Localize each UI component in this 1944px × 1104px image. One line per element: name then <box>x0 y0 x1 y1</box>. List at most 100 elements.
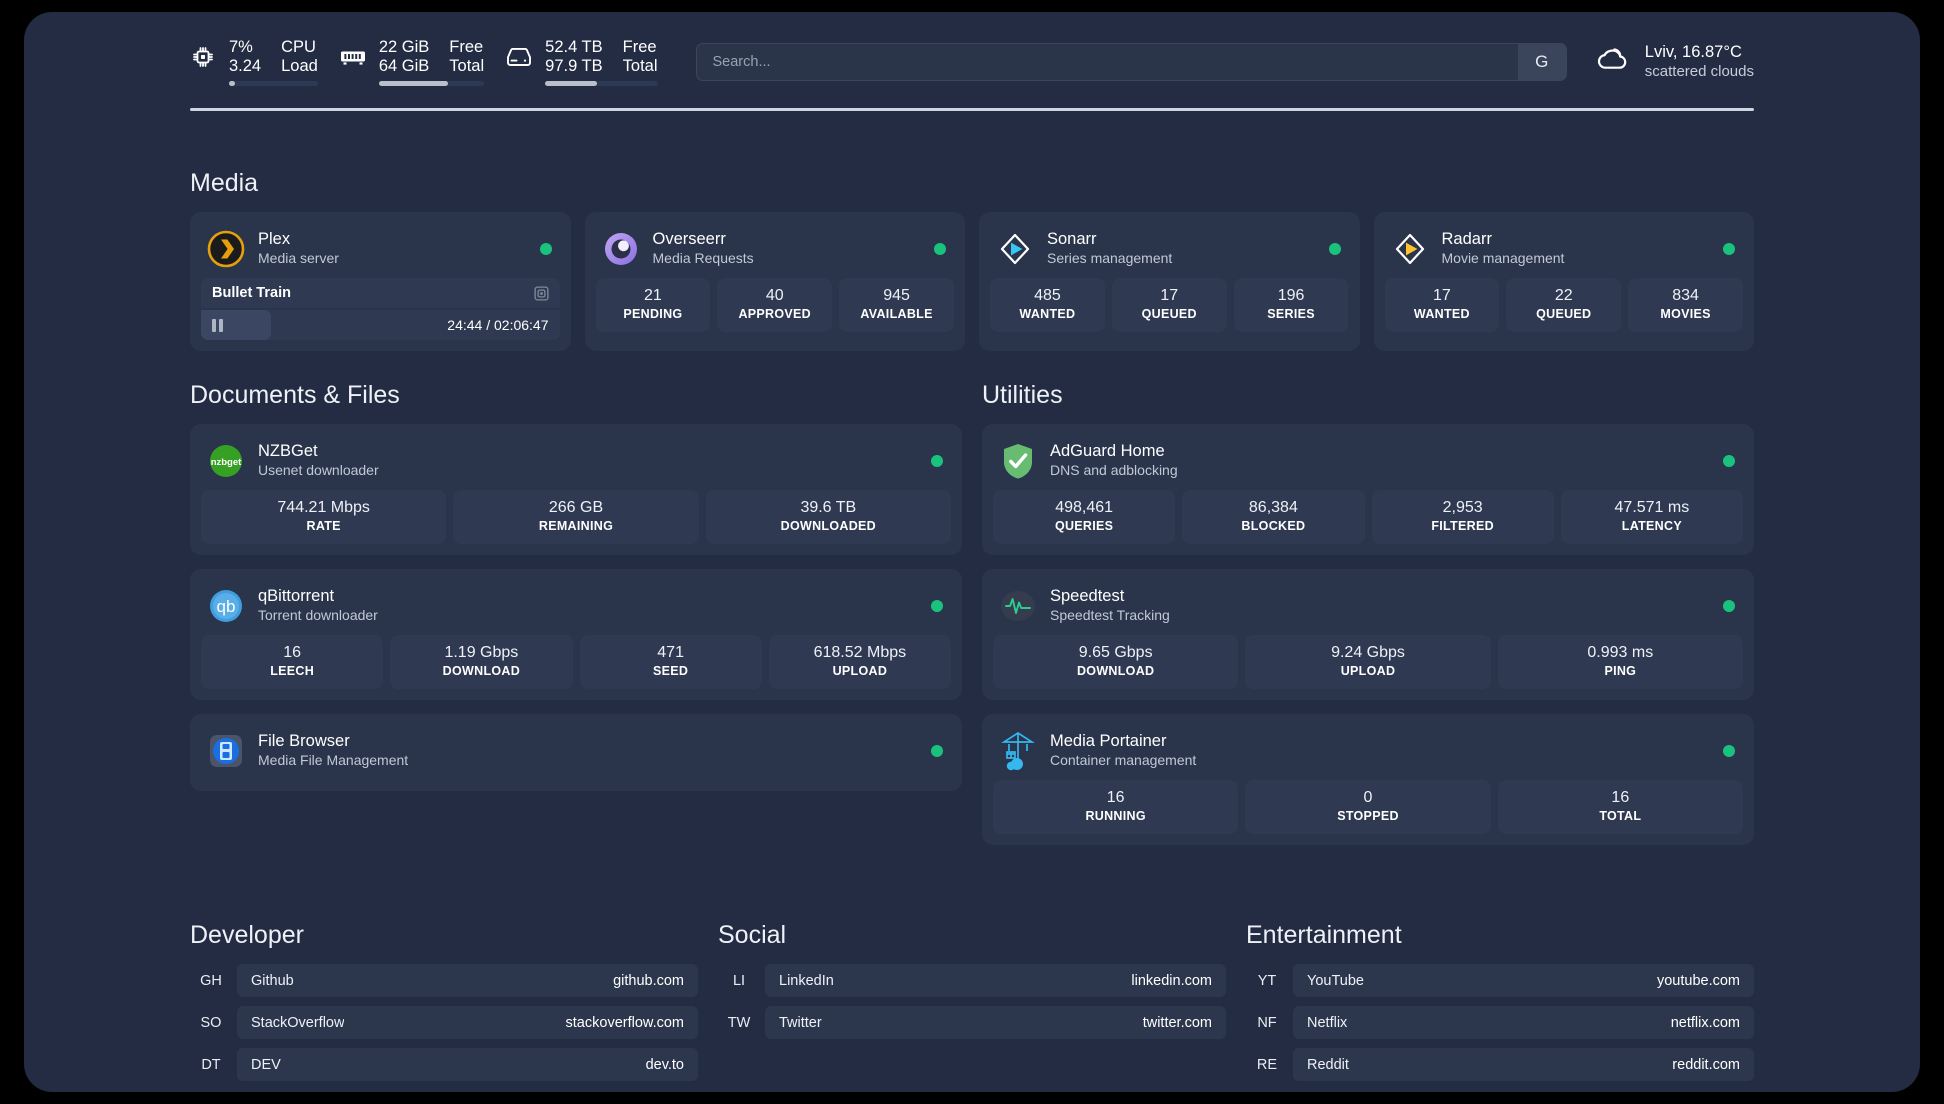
bookmark-link[interactable]: TW Twitter twitter.com <box>718 1006 1226 1039</box>
bookmark-pill[interactable]: StackOverflow stackoverflow.com <box>237 1006 698 1039</box>
service-card[interactable]: Sonarr Series management 485 WANTED 17 QUEUED… <box>979 212 1360 351</box>
stat-value: 9.24 Gbps <box>1331 644 1405 661</box>
bookmark-group-title: Developer <box>190 921 304 949</box>
service-card[interactable]: nzbget NZBGet Usenet downloader 744.21 Mbps… <box>190 424 962 555</box>
cast-icon[interactable] <box>533 285 549 301</box>
service-card[interactable]: Media Portainer Container management 16 RUN… <box>982 714 1754 845</box>
bookmark-link[interactable]: NF Netflix netflix.com <box>1246 1006 1754 1039</box>
bookmark-pill[interactable]: Github github.com <box>237 964 698 997</box>
stat-label: PING <box>1604 664 1637 678</box>
service-stats: 21 PENDING 40 APPROVED 945 AVAILABLE <box>595 278 955 332</box>
stat-tile: 21 PENDING <box>595 278 711 332</box>
resource-widget-1[interactable]: 22 GiB 64 GiB Free Total <box>340 38 485 86</box>
stat-tile: 22 QUEUED <box>1506 278 1622 332</box>
bookmark-name: Github <box>251 972 294 989</box>
stat-value: 17 <box>1433 287 1451 304</box>
pause-icon[interactable] <box>212 318 223 332</box>
stat-tile: 0.993 ms PING <box>1497 635 1743 689</box>
service-stats: 498,461 QUERIES 86,384 BLOCKED 2,953 FILTERED… <box>993 490 1743 544</box>
bookmark-link[interactable]: GH Github github.com <box>190 964 698 997</box>
service-stats: 9.65 Gbps DOWNLOAD 9.24 Gbps UPLOAD 0.993 ms… <box>993 635 1743 689</box>
bookmark-url: netflix.com <box>1670 1014 1740 1031</box>
stat-label: RATE <box>306 519 341 533</box>
stat-label: DOWNLOAD <box>442 664 521 678</box>
bookmark-link[interactable]: SO StackOverflow stackoverflow.com <box>190 1006 698 1039</box>
service-card[interactable]: AdGuard Home DNS and adblocking 498,461 QUE… <box>982 424 1754 555</box>
resource-widget-0[interactable]: 7% 3.24 CPU Load <box>190 38 318 86</box>
dashboard-content: 7% 3.24 CPU Load 22 GiB 64 GiB Free Total 52.4 T… <box>24 12 1920 1092</box>
resource-widget-2[interactable]: 52.4 TB 97.9 TB Free Total <box>506 38 658 86</box>
bookmark-link[interactable]: YT YouTube youtube.com <box>1246 964 1754 997</box>
bookmark-pill[interactable]: DEV dev.to <box>237 1048 698 1081</box>
bookmark-pill[interactable]: Twitter twitter.com <box>765 1006 1226 1039</box>
now-playing-progress-bar[interactable]: 24:44 / 02:06:47 <box>201 310 560 340</box>
stat-label: WANTED <box>1413 307 1470 321</box>
now-playing-title-bar: Bullet Train <box>201 278 560 308</box>
stat-label: MOVIES <box>1660 307 1711 321</box>
bookmark-pill[interactable]: LinkedIn linkedin.com <box>765 964 1226 997</box>
service-stats: 744.21 Mbps RATE 266 GB REMAINING 39.6 TB DOW… <box>201 490 951 544</box>
resource-meter <box>545 81 658 86</box>
service-card[interactable]: Speedtest Speedtest Tracking 9.65 Gbps DOWN… <box>982 569 1754 700</box>
bookmark-link[interactable]: DT DEV dev.to <box>190 1048 698 1081</box>
stat-value: 16 <box>283 644 302 661</box>
service-name: Overseerr <box>652 230 726 248</box>
weather-temperature: Lviv, 16.87°C <box>1644 43 1742 61</box>
service-name: Sonarr <box>1047 230 1097 248</box>
overseerr-logo-icon <box>602 230 640 268</box>
now-playing-timestamp: 24:44 / 02:06:47 <box>447 317 549 333</box>
stat-label: DOWNLOADED <box>780 519 876 533</box>
bookmark-link[interactable]: RE Reddit reddit.com <box>1246 1048 1754 1081</box>
service-card-header: nzbget NZBGet Usenet downloader <box>201 435 951 490</box>
service-card[interactable]: Overseerr Media Requests 21 PENDING 40 APPROV… <box>584 212 965 351</box>
status-indicator <box>1723 454 1735 467</box>
bookmark-link[interactable]: LI LinkedIn linkedin.com <box>718 964 1226 997</box>
stat-tile: 17 WANTED <box>1384 278 1500 332</box>
stat-value: 1.19 Gbps <box>444 644 519 661</box>
section-title-media: Media <box>190 169 259 197</box>
service-card[interactable]: File Browser Media File Management <box>190 714 962 791</box>
section-title-documents: Documents & Files <box>190 381 400 409</box>
stat-tile: 16 TOTAL <box>1497 780 1743 834</box>
stat-label: SEED <box>653 664 689 678</box>
bookmark-pill[interactable]: YouTube youtube.com <box>1293 964 1754 997</box>
sonarr-logo-icon <box>996 230 1034 268</box>
bookmark-group-title: Entertainment <box>1246 921 1402 949</box>
bookmark-badge: TW <box>727 1014 751 1031</box>
svg-text:qb: qb <box>217 597 236 616</box>
bookmark-group: Entertainment YT YouTube youtube.com NF Netfl… <box>1246 921 1754 1090</box>
resource-label-secondary: Load <box>281 57 318 75</box>
service-name: Radarr <box>1441 230 1492 248</box>
service-card[interactable]: Plex Media server Bullet Train 24:44 / 02:0… <box>190 212 571 351</box>
service-name: qBittorrent <box>258 587 335 605</box>
stat-value: 744.21 Mbps <box>277 499 370 516</box>
bookmark-url: linkedin.com <box>1131 972 1212 989</box>
status-indicator <box>931 599 943 612</box>
section-documents: Documents & Files nzbget NZBGet Usenet dow… <box>190 381 962 859</box>
section-media: Media Plex Media server Bullet Train 24:44 … <box>190 169 1754 351</box>
bookmark-badge: YT <box>1257 972 1277 989</box>
service-name: AdGuard Home <box>1050 442 1165 460</box>
service-card[interactable]: qb qBittorrent Torrent downloader 16 LEECH 1.… <box>190 569 962 700</box>
bookmark-name: Reddit <box>1307 1056 1349 1073</box>
bookmark-pill[interactable]: Netflix netflix.com <box>1293 1006 1754 1039</box>
bookmark-badge: DT <box>201 1056 221 1073</box>
resource-widgets: 7% 3.24 CPU Load 22 GiB 64 GiB Free Total 52.4 T… <box>190 38 680 86</box>
stat-tile: 9.65 Gbps DOWNLOAD <box>993 635 1239 689</box>
search-engine-button[interactable]: G <box>1517 44 1566 80</box>
stat-value: 0 <box>1363 789 1373 806</box>
bookmark-pill[interactable]: Reddit reddit.com <box>1293 1048 1754 1081</box>
search-input[interactable] <box>696 44 1518 80</box>
dashboard-window: 7% 3.24 CPU Load 22 GiB 64 GiB Free Total 52.4 T… <box>24 12 1920 1092</box>
stat-label: QUEUED <box>1141 307 1197 321</box>
cloud-icon <box>1593 45 1631 80</box>
weather-widget[interactable]: Lviv, 16.87°C scattered clouds <box>1593 42 1754 82</box>
stat-tile: 471 SEED <box>579 635 762 689</box>
search-box[interactable]: G <box>695 43 1567 81</box>
service-card[interactable]: Radarr Movie management 17 WANTED 22 QUEUED 83… <box>1373 212 1754 351</box>
media-card-row: Plex Media server Bullet Train 24:44 / 02:0… <box>190 212 1754 351</box>
top-header: 7% 3.24 CPU Load 22 GiB 64 GiB Free Total 52.4 T… <box>190 12 1754 104</box>
service-description: Torrent downloader <box>258 607 378 623</box>
stat-value: 16 <box>1106 789 1125 806</box>
resource-readout: 7% 3.24 CPU Load <box>229 38 318 86</box>
